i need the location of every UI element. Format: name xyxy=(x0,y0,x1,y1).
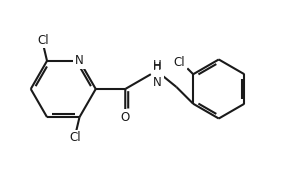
Text: Cl: Cl xyxy=(37,34,49,47)
Text: H
N: H N xyxy=(153,59,162,87)
Text: O: O xyxy=(121,111,130,124)
Text: Cl: Cl xyxy=(174,56,185,69)
Text: N: N xyxy=(153,76,161,89)
Text: Cl: Cl xyxy=(70,131,82,144)
Text: H: H xyxy=(153,62,161,72)
Text: N: N xyxy=(75,54,84,67)
